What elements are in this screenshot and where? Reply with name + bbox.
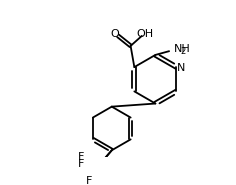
- Text: O: O: [111, 29, 119, 39]
- Text: F: F: [86, 176, 93, 185]
- Text: F: F: [77, 159, 84, 169]
- Text: NH: NH: [173, 44, 190, 54]
- Text: 2: 2: [180, 47, 185, 56]
- Text: OH: OH: [136, 29, 153, 39]
- Text: F: F: [77, 152, 84, 162]
- Text: N: N: [177, 63, 186, 73]
